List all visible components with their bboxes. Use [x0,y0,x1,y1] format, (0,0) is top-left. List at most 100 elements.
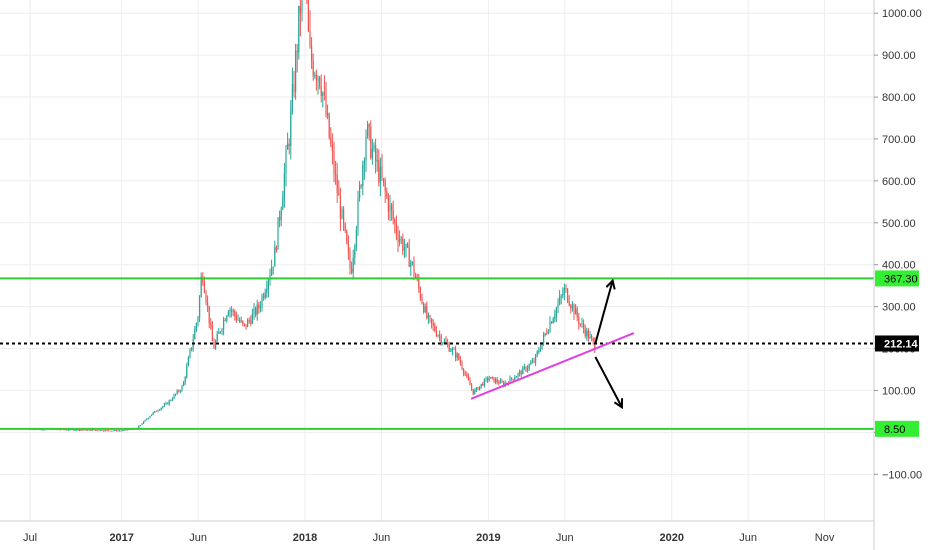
candle-body [179,390,181,392]
candle-body [215,341,217,349]
candle-body [464,373,466,375]
candle-body [591,335,593,339]
level-label-text: 8.50 [884,424,905,436]
y-tick-label: −100.00 [882,469,922,481]
arrow-down[interactable] [594,356,623,408]
candle-body [467,375,469,381]
candle-body [439,335,441,337]
candle-body [351,268,353,273]
grid [0,0,874,521]
candle-body [231,309,233,312]
candle-body [176,390,178,394]
candle-body [543,334,545,343]
candle-body [125,429,127,431]
candle-body [251,313,253,324]
candle-body [557,303,559,309]
candle-body [139,425,141,426]
candle-body [519,371,521,374]
candle-body [499,380,501,384]
candle-body [402,238,404,251]
time-axis[interactable]: Jul 2017 Jun 2018 Jun 2019 Jun 2020 Jun Nov [23,532,835,544]
candle-body [552,318,554,324]
candle-body [341,209,343,219]
candle-body [410,262,412,267]
candle-body [379,166,381,183]
candle-body [280,209,282,221]
candle-body [325,93,327,115]
candle-body [104,430,106,431]
candle-body [267,280,269,289]
level-label-bg [875,270,919,287]
candle-body [560,295,562,298]
horizontal-levels[interactable] [0,277,874,430]
candle-body [299,5,301,13]
candle-body [323,92,325,94]
candle-body [218,331,220,334]
candle-body [67,430,69,431]
candle-body [392,210,394,220]
candle-body [579,323,581,325]
candle-body [283,173,285,198]
candle-body [343,209,345,224]
candle-body [583,323,585,329]
candle-body [391,204,393,211]
candle-body [101,430,103,431]
annotations[interactable] [470,278,635,410]
candle-body [91,429,93,431]
candle-body [243,323,245,325]
x-tick-label: 2017 [109,532,133,544]
candle-body [536,351,538,355]
candle-body [186,366,188,378]
candle-body [423,303,425,312]
candle-body [79,430,81,431]
candle-body [227,312,229,316]
candle-body [381,166,383,179]
candle-body [285,149,287,174]
candle-body [143,421,145,424]
y-tick-label: 700.00 [882,134,916,146]
candle-body [301,0,303,13]
candle-body [458,353,460,360]
candle-body [112,430,114,432]
candle-body [448,344,450,352]
candle-body [570,305,572,308]
candle-body [258,304,260,309]
candle-body [167,402,169,405]
candle-body [296,50,298,53]
candle-body [199,296,201,318]
candle-body [530,362,532,365]
candle-body [386,191,388,197]
candle-body [349,252,351,269]
candle-body [472,389,474,395]
candle-body [408,246,410,267]
candle-body [255,308,257,315]
trendline[interactable] [470,332,635,400]
candle-body [491,377,493,378]
candle-body [426,306,428,318]
candle-body [589,335,591,339]
candle-body [115,430,117,432]
candle-body [405,243,407,249]
candle-body [195,323,197,330]
candle-body [347,243,349,253]
candle-body [43,429,45,431]
candle-body [427,315,429,318]
x-tick-label: Nov [815,532,835,544]
candle-body [375,145,377,162]
candle-body [592,338,594,342]
candle-body [98,430,100,432]
candle-body [175,393,177,395]
candle-body [442,342,444,344]
candle-body [272,266,274,268]
candle-body [245,324,247,328]
candle-body [144,419,146,422]
candle-body [432,323,434,326]
candle-body [407,243,409,247]
arrow-up[interactable] [594,280,614,344]
candle-body [546,333,548,335]
candle-body [514,377,516,380]
candle-body [216,333,218,342]
candle-body [336,174,338,193]
